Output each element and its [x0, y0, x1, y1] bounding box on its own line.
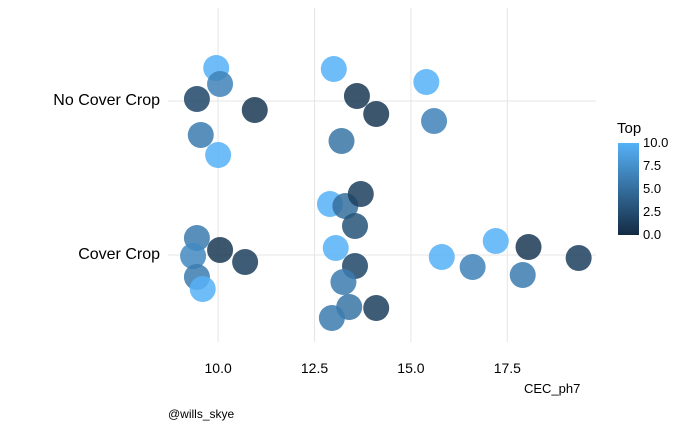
legend-label-0: 0.0	[643, 227, 662, 242]
data-point	[363, 101, 390, 127]
data-point	[207, 237, 234, 263]
data-point	[421, 108, 448, 134]
data-point	[328, 128, 355, 154]
x-tick-label-15: 15.0	[397, 360, 425, 376]
data-point	[342, 213, 369, 239]
legend-colorbar	[618, 143, 639, 235]
data-point	[363, 295, 390, 321]
data-point	[515, 234, 542, 260]
data-point	[183, 86, 210, 112]
x-tick-label-17-5: 17.5	[493, 360, 521, 376]
gridlines	[168, 8, 596, 342]
data-point	[232, 249, 259, 275]
x-axis-title: CEC_ph7	[524, 381, 581, 396]
data-point	[459, 254, 486, 280]
legend-title: Top	[617, 120, 642, 137]
data-point	[482, 228, 509, 254]
x-tick-label-10: 10.0	[204, 360, 232, 376]
data-points	[180, 55, 592, 331]
data-point	[347, 181, 374, 207]
legend-label-7-5: 7.5	[643, 158, 662, 173]
data-point	[189, 276, 216, 302]
legend-label-5: 5.0	[643, 181, 662, 196]
legend-label-2-5: 2.5	[643, 204, 662, 219]
y-tick-label-cover-crop: Cover Crop	[78, 246, 160, 263]
data-point	[187, 122, 214, 148]
data-point	[207, 71, 234, 97]
data-point	[428, 244, 455, 270]
data-point	[205, 142, 232, 168]
x-tick-label-12-5: 12.5	[300, 360, 329, 376]
data-point	[320, 56, 347, 82]
data-point	[318, 305, 345, 331]
data-point	[330, 269, 357, 295]
data-point	[180, 243, 207, 269]
legend-label-10: 10.0	[643, 135, 669, 150]
data-point	[565, 245, 592, 271]
data-point	[413, 69, 440, 95]
data-point	[509, 262, 536, 288]
data-point	[241, 97, 268, 123]
credit-text: @wills_skye	[168, 407, 235, 421]
y-tick-label-no-cover-crop: No Cover Crop	[53, 92, 160, 109]
data-point	[343, 83, 370, 109]
data-point	[322, 235, 349, 261]
